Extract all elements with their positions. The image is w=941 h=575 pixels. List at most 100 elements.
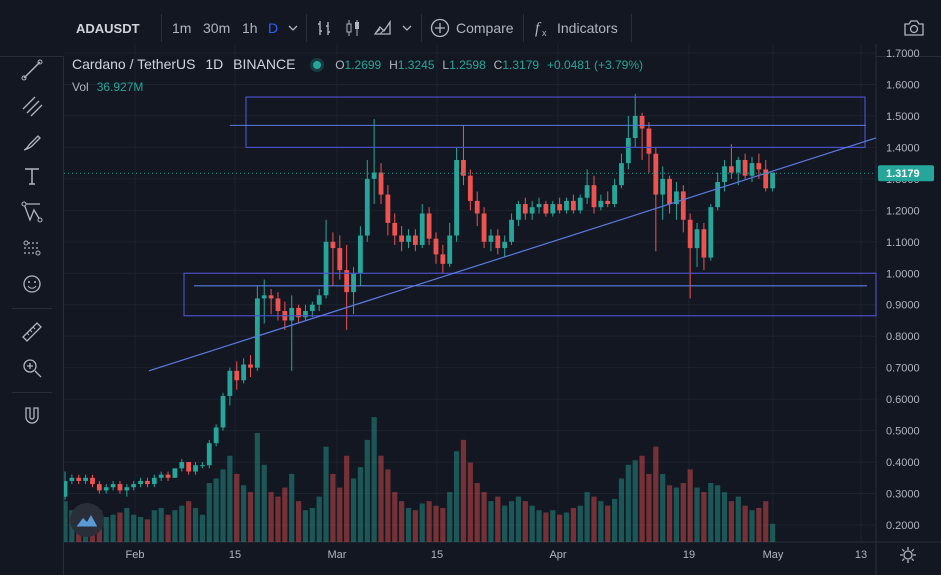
candle-body — [550, 204, 556, 214]
volume-legend: Vol 36.927M — [72, 80, 143, 94]
candle-body — [557, 204, 563, 211]
volume-bar — [605, 505, 611, 542]
volume-bar — [371, 417, 377, 542]
candle-body — [481, 213, 487, 242]
volume-bar — [612, 498, 618, 542]
y-tick-label: 0.5000 — [886, 426, 920, 438]
legend-exchange: BINANCE — [233, 56, 296, 72]
zoom-icon[interactable] — [16, 352, 48, 384]
volume-bar — [701, 492, 707, 542]
volume-bar — [186, 501, 192, 542]
legend-low-key: L — [442, 58, 450, 72]
timeframe-d[interactable]: D — [268, 20, 279, 36]
symbol-search[interactable]: ADAUSDT — [64, 14, 162, 42]
volume-bar — [467, 462, 473, 542]
timeframe-30m[interactable]: 30m — [203, 20, 231, 36]
volume-bar — [515, 496, 522, 542]
brush-icon[interactable] — [16, 126, 48, 158]
volume-bar — [598, 501, 604, 542]
candle-body — [399, 235, 405, 242]
timeframe-1m[interactable]: 1m — [172, 20, 192, 36]
volume-bar — [653, 446, 659, 542]
volume-bar — [412, 510, 418, 542]
magnet-icon[interactable] — [16, 400, 48, 432]
candle-body — [488, 235, 494, 242]
y-tick-label: 0.6000 — [886, 394, 920, 406]
volume-bar — [474, 482, 480, 542]
camera-icon[interactable] — [900, 14, 928, 42]
candle-body — [461, 159, 466, 176]
volume-bar — [241, 485, 247, 542]
y-tick-label: 0.4000 — [886, 457, 920, 469]
candles-icon[interactable] — [340, 14, 366, 42]
volume-bar — [323, 446, 329, 542]
volume-bar — [275, 496, 281, 542]
volume-bar — [715, 485, 721, 542]
tradingview-logo-icon[interactable] — [70, 503, 104, 537]
candle-body — [564, 200, 569, 211]
indicators-button[interactable]: Indicators — [557, 20, 618, 36]
chevron-down-icon[interactable] — [398, 14, 416, 42]
toolbar-separator — [306, 14, 307, 42]
volume-bar — [295, 501, 302, 542]
emoji-icon[interactable] — [16, 268, 48, 300]
volume-bar — [385, 469, 391, 542]
candle-body — [268, 295, 274, 299]
volume-bar — [117, 512, 123, 542]
volume-bar — [151, 510, 157, 542]
area-chart-icon[interactable] — [370, 14, 396, 42]
volume-bar — [460, 439, 467, 542]
volume-bar — [289, 473, 295, 542]
y-tick-label: 0.3000 — [886, 489, 920, 501]
ruler-icon[interactable] — [16, 316, 48, 348]
trend-line-icon[interactable] — [16, 54, 48, 86]
candle-body — [220, 395, 226, 428]
volume-bar — [550, 510, 556, 542]
volume-bar — [261, 464, 267, 542]
candle-body — [371, 172, 377, 179]
y-tick-label: 1.2000 — [886, 205, 920, 217]
volume-bar — [625, 464, 631, 542]
candle-body — [364, 178, 370, 236]
candle-body — [392, 222, 398, 236]
volume-bar — [495, 496, 501, 542]
candle-body — [502, 241, 508, 249]
y-tick-label: 0.2000 — [886, 520, 920, 532]
settings-gear-icon[interactable] — [898, 545, 918, 565]
volume-bar — [344, 455, 350, 542]
compare-button[interactable]: Compare — [456, 20, 514, 36]
volume-bar — [749, 510, 755, 542]
candle-body — [64, 480, 68, 497]
volume-bar — [735, 496, 741, 542]
timeframe-1h[interactable]: 1h — [242, 20, 258, 36]
y-tick-label: 1.7000 — [886, 48, 920, 60]
text-icon[interactable] — [16, 160, 48, 192]
prediction-icon[interactable] — [16, 232, 48, 264]
volume-bar — [220, 469, 226, 542]
bar-chart-icon[interactable] — [312, 14, 338, 42]
chevron-down-icon[interactable] — [284, 14, 302, 42]
svg-text:f: f — [535, 20, 542, 37]
volume-bar — [508, 501, 515, 542]
y-tick-label: 1.5000 — [886, 111, 920, 123]
legend-close-key: C — [493, 58, 503, 72]
volume-bar — [419, 503, 425, 542]
candle-body — [206, 443, 212, 466]
candle-body — [598, 200, 604, 208]
pattern-icon[interactable] — [16, 196, 48, 228]
volume-bar — [302, 510, 309, 542]
candle-body — [172, 468, 178, 478]
candle-body — [701, 229, 707, 258]
volume-bar — [350, 478, 357, 542]
candle-body — [158, 474, 164, 478]
compare-plus-icon[interactable] — [428, 14, 452, 42]
price-chart[interactable]: 1.70001.60001.50001.40001.30001.20001.10… — [64, 44, 941, 575]
volume-bar — [309, 507, 315, 542]
volume-value: 36.927M — [96, 80, 144, 94]
candle-body — [165, 474, 171, 478]
volume-bar — [172, 510, 178, 542]
resistance-box — [245, 96, 866, 149]
fib-icon[interactable] — [16, 90, 48, 122]
